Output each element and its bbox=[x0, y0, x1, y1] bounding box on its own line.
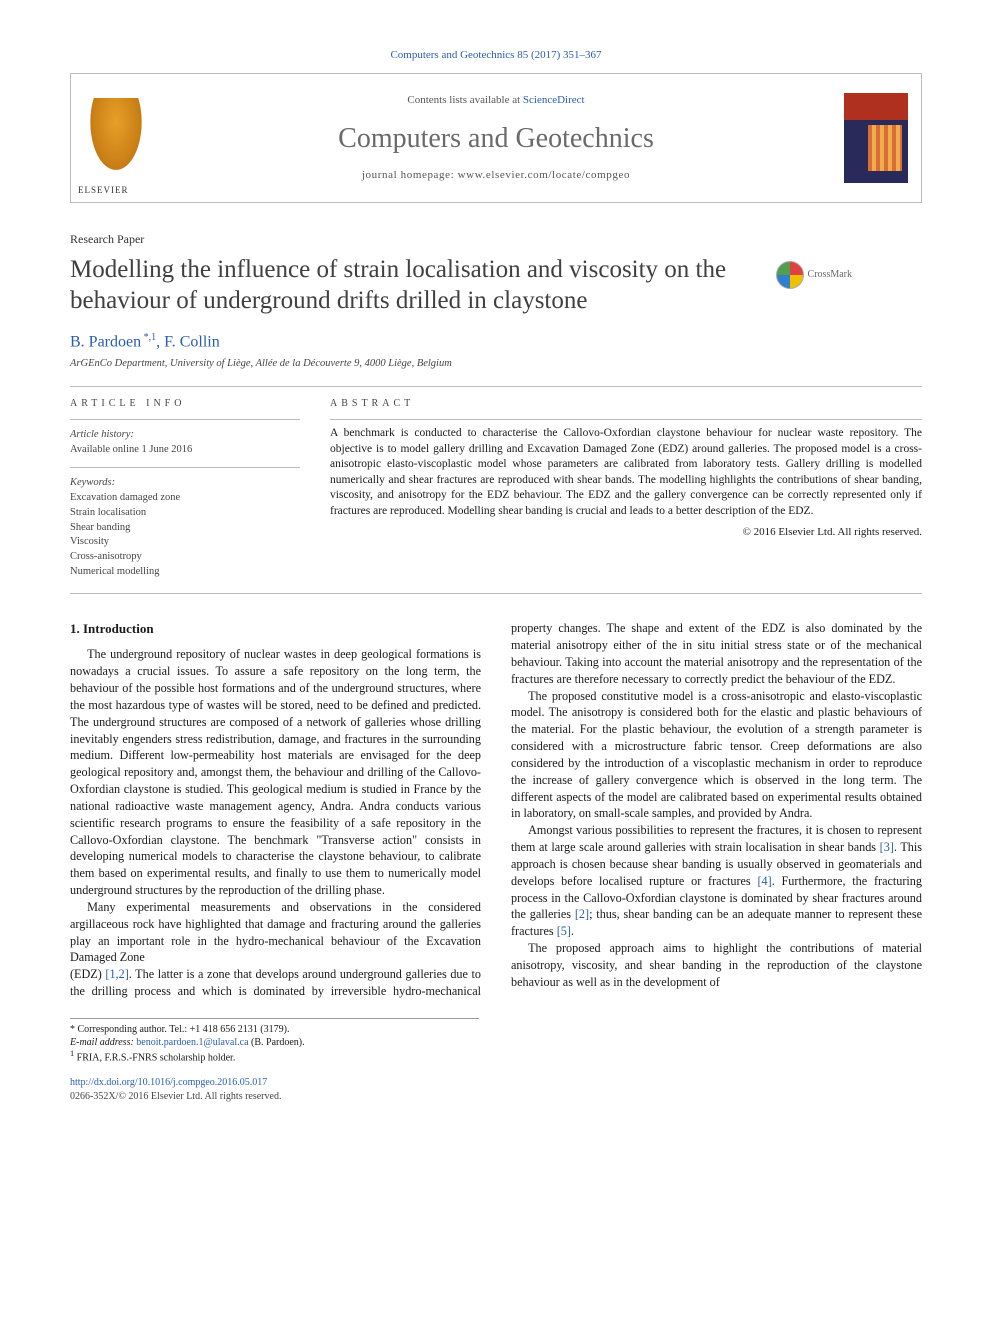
article-info-heading: article info bbox=[70, 397, 300, 411]
body-columns: 1. Introduction The underground reposito… bbox=[70, 620, 922, 1000]
email-label: E-mail address: bbox=[70, 1037, 136, 1048]
contents-prefix: Contents lists available at bbox=[407, 94, 522, 106]
affiliation: ArGEnCo Department, University of Liège,… bbox=[70, 357, 922, 372]
doi-link[interactable]: http://dx.doi.org/10.1016/j.compgeo.2016… bbox=[70, 1077, 267, 1088]
article-info-block: article info Article history: Available … bbox=[70, 397, 300, 579]
keywords-list: Excavation damaged zone Strain localisat… bbox=[70, 491, 300, 579]
doi-block: http://dx.doi.org/10.1016/j.compgeo.2016… bbox=[70, 1076, 922, 1104]
p5e: . bbox=[571, 924, 574, 938]
journal-homepage-line: journal homepage: www.elsevier.com/locat… bbox=[161, 168, 831, 183]
contents-available-line: Contents lists available at ScienceDirec… bbox=[161, 93, 831, 108]
section-1-heading: 1. Introduction bbox=[70, 620, 481, 638]
cite-2[interactable]: [2] bbox=[575, 907, 589, 921]
email-suffix: (B. Pardoen). bbox=[249, 1037, 305, 1048]
author-1-marks: *,1 bbox=[141, 332, 156, 343]
intro-p2: Many experimental measurements and obser… bbox=[70, 899, 481, 966]
author-1[interactable]: B. Pardoen bbox=[70, 333, 141, 350]
email-link[interactable]: benoit.pardoen.1@ulaval.ca bbox=[136, 1037, 248, 1048]
rule-top bbox=[70, 386, 922, 387]
cite-1-2[interactable]: [1,2] bbox=[105, 967, 128, 981]
crossmark-icon bbox=[776, 261, 804, 289]
citation-line: Computers and Geotechnics 85 (2017) 351–… bbox=[70, 48, 922, 63]
abstract-copyright: © 2016 Elsevier Ltd. All rights reserved… bbox=[330, 525, 922, 540]
journal-cover-thumb bbox=[831, 74, 921, 202]
fn1-text: FRIA, F.R.S.-FNRS scholarship holder. bbox=[74, 1052, 235, 1063]
intro-p1: The underground repository of nuclear wa… bbox=[70, 646, 481, 898]
cite-3[interactable]: [3] bbox=[880, 840, 894, 854]
history-value: Available online 1 June 2016 bbox=[70, 443, 300, 458]
publisher-logo bbox=[71, 74, 161, 202]
intro-p6: The proposed approach aims to highlight … bbox=[511, 940, 922, 990]
crossmark-badge[interactable]: CrossMark bbox=[776, 261, 852, 289]
p5a: Amongst various possibilities to represe… bbox=[511, 823, 922, 854]
issn-copyright: 0266-352X/© 2016 Elsevier Ltd. All right… bbox=[70, 1091, 281, 1102]
cite-5[interactable]: [5] bbox=[557, 924, 571, 938]
homepage-prefix: journal homepage: bbox=[362, 169, 458, 181]
journal-name: Computers and Geotechnics bbox=[161, 119, 831, 158]
elsevier-tree-icon bbox=[86, 98, 146, 178]
p3a: (EDZ) bbox=[70, 967, 105, 981]
paper-type: Research Paper bbox=[70, 231, 922, 248]
rule-bottom bbox=[70, 593, 922, 594]
authors: B. Pardoen *,1, F. Collin bbox=[70, 331, 922, 354]
history-label: Article history: bbox=[70, 428, 300, 443]
sciencedirect-link[interactable]: ScienceDirect bbox=[523, 94, 585, 106]
crossmark-label: CrossMark bbox=[808, 268, 852, 282]
corresponding-author: * Corresponding author. Tel.: +1 418 656… bbox=[70, 1023, 479, 1036]
email-line: E-mail address: benoit.pardoen.1@ulaval.… bbox=[70, 1036, 479, 1049]
cover-image-icon bbox=[844, 93, 908, 183]
author-2[interactable]: , F. Collin bbox=[156, 333, 220, 350]
cite-4[interactable]: [4] bbox=[757, 874, 771, 888]
abstract-text: A benchmark is conducted to characterise… bbox=[330, 426, 922, 519]
homepage-url[interactable]: www.elsevier.com/locate/compgeo bbox=[458, 169, 630, 181]
journal-header: Contents lists available at ScienceDirec… bbox=[70, 73, 922, 203]
footnote-1: 1 FRIA, F.R.S.-FNRS scholarship holder. bbox=[70, 1049, 479, 1064]
abstract-block: abstract A benchmark is conducted to cha… bbox=[330, 397, 922, 579]
intro-p4: The proposed constitutive model is a cro… bbox=[511, 688, 922, 823]
abstract-heading: abstract bbox=[330, 397, 922, 411]
footnotes: * Corresponding author. Tel.: +1 418 656… bbox=[70, 1018, 479, 1064]
intro-p5: Amongst various possibilities to represe… bbox=[511, 822, 922, 940]
keywords-label: Keywords: bbox=[70, 476, 300, 491]
corr-text: Corresponding author. Tel.: +1 418 656 2… bbox=[75, 1024, 289, 1035]
